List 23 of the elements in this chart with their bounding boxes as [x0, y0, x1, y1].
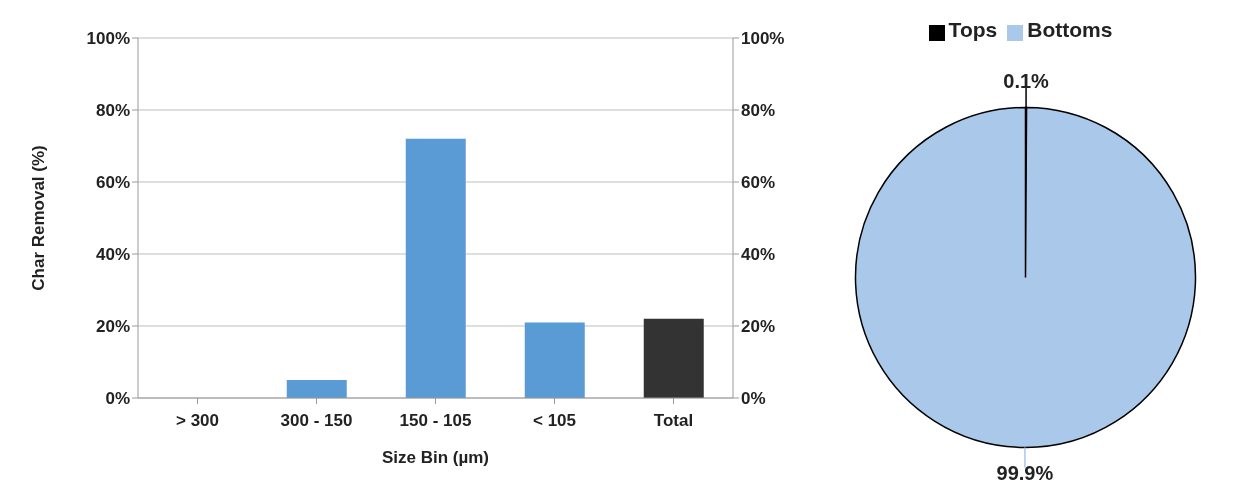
data-label: 0.1%: [1003, 70, 1050, 93]
legend-label: Tops: [948, 18, 998, 41]
y-tick-label: 0%: [105, 389, 130, 409]
legend-label: Bottoms: [1027, 18, 1113, 41]
y-tick-label: 20%: [95, 317, 130, 337]
y2-tick-label: 80%: [741, 101, 776, 121]
x-tick-label: Total: [653, 411, 694, 431]
y2-tick-label: 60%: [741, 173, 776, 193]
y2-tick-label: 100%: [741, 29, 785, 49]
y2-tick-label: 0%: [741, 389, 766, 409]
y2-tick-label: 20%: [741, 317, 776, 337]
x-axis-title: Size Bin (µm): [381, 448, 490, 467]
x-tick-label: < 105: [532, 411, 577, 431]
y2-tick-label: 40%: [741, 245, 776, 265]
y-axis-title: Char Removal (%): [29, 145, 49, 291]
x-tick-label: > 300: [175, 411, 220, 431]
y-tick-label: 40%: [95, 245, 130, 265]
x-tick-label: 150 - 105: [399, 411, 472, 431]
y-tick-label: 60%: [95, 173, 130, 193]
y-tick-label: 100%: [86, 29, 130, 49]
y-tick-label: 80%: [95, 101, 130, 121]
x-tick-label: 300 - 150: [280, 411, 353, 431]
data-label: 99.9%: [996, 462, 1054, 485]
